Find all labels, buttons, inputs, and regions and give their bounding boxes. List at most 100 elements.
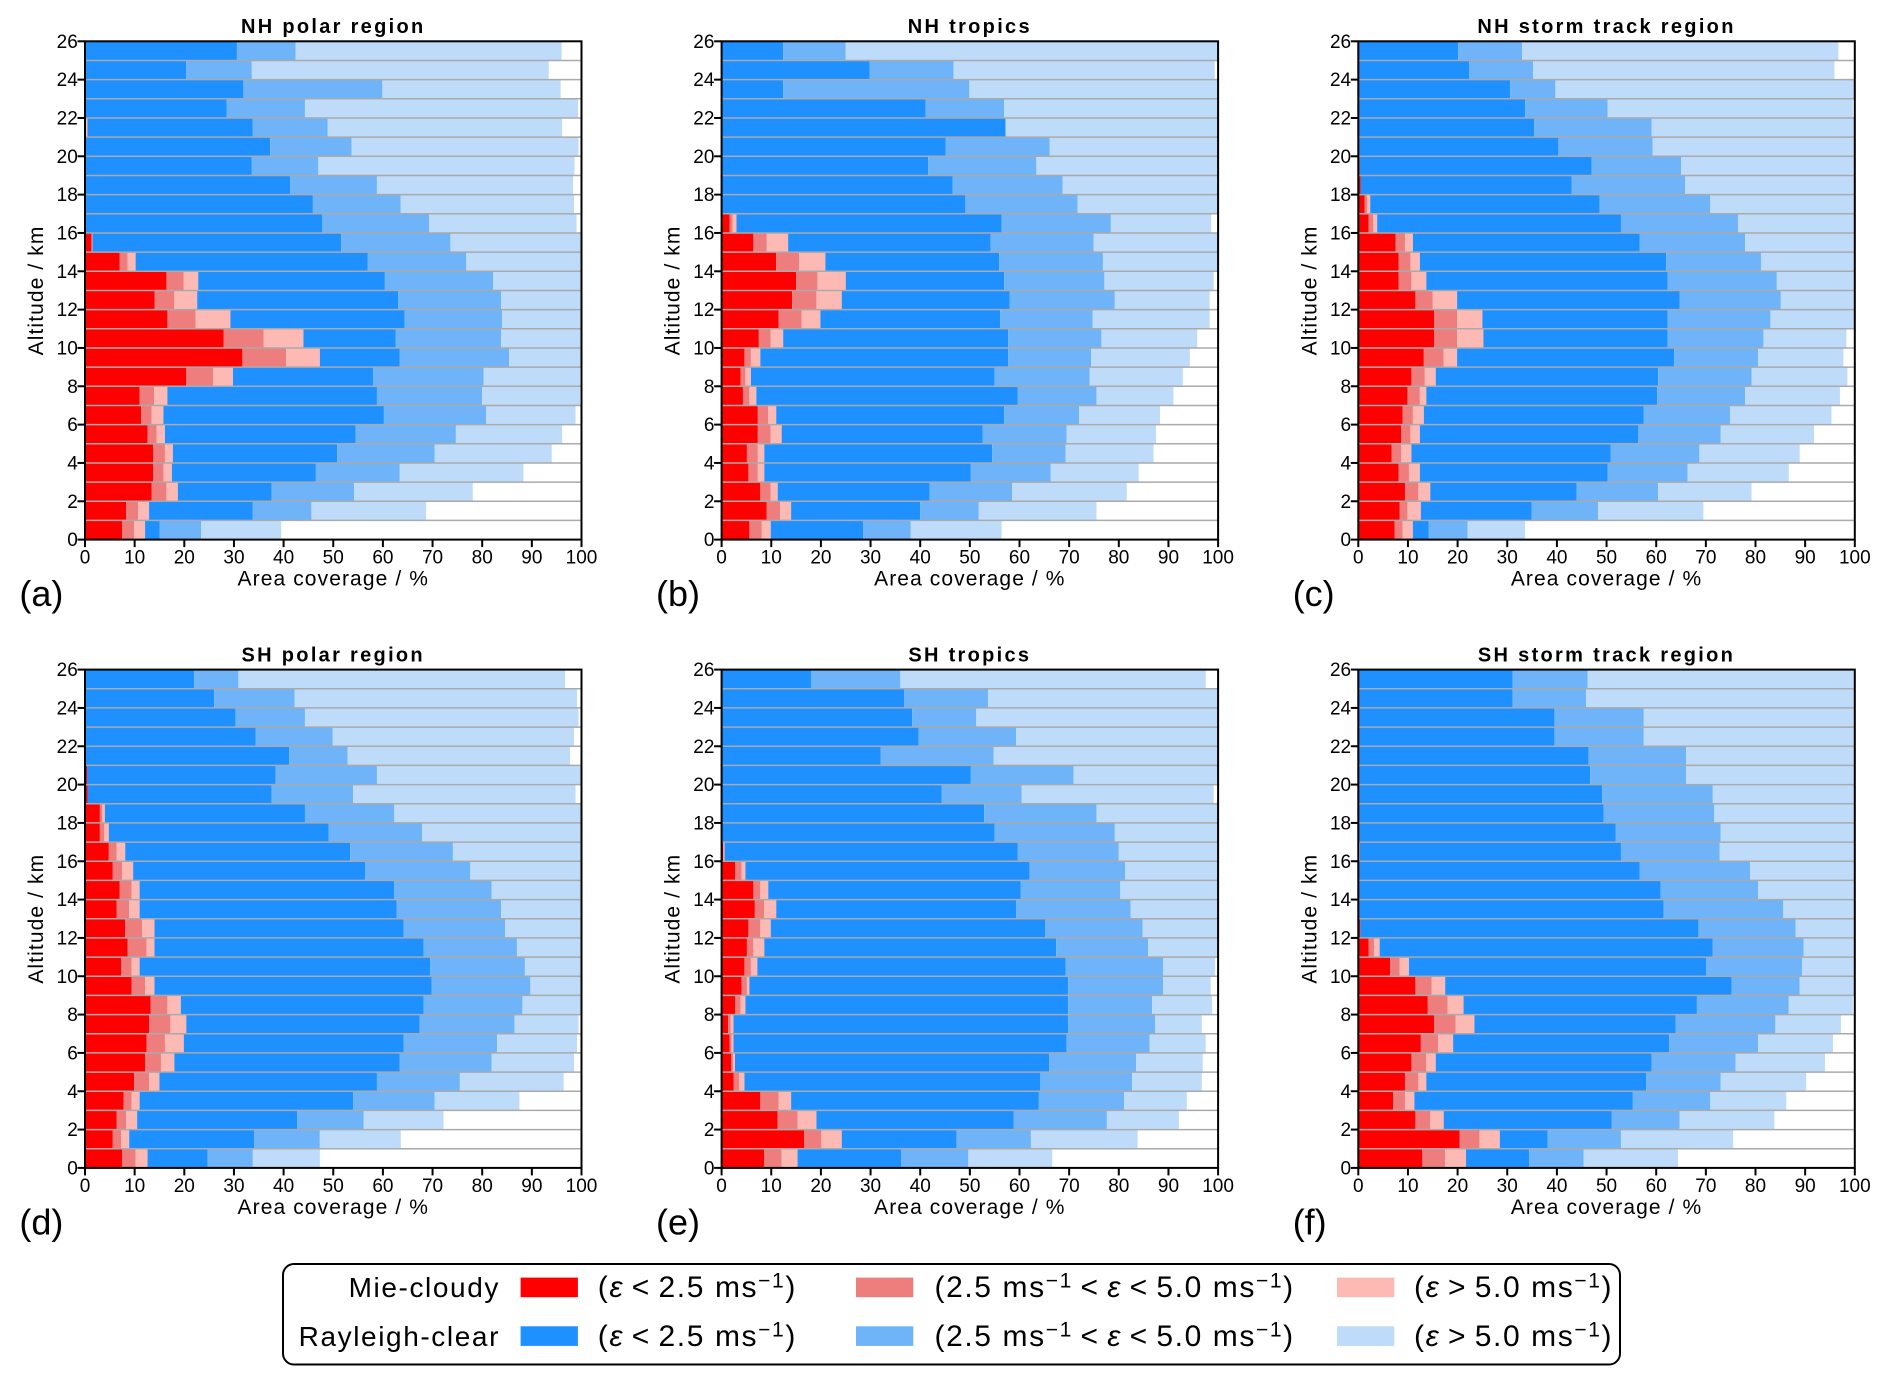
svg-text:90: 90 (521, 548, 542, 569)
svg-text:10: 10 (1397, 548, 1418, 569)
svg-text:40: 40 (273, 548, 294, 569)
svg-text:90: 90 (521, 1176, 542, 1197)
svg-text:70: 70 (422, 548, 443, 569)
svg-text:50: 50 (959, 1176, 980, 1197)
svg-text:(2.5 ms−1 < ε < 5.0 ms−1): (2.5 ms−1 < ε < 5.0 ms−1) (935, 1318, 1295, 1353)
svg-text:20: 20 (174, 1176, 195, 1197)
svg-text:(a): (a) (19, 573, 63, 614)
svg-text:18: 18 (57, 814, 78, 835)
svg-text:12: 12 (57, 929, 78, 950)
svg-text:12: 12 (693, 300, 714, 321)
svg-text:6: 6 (67, 1044, 78, 1065)
svg-text:12: 12 (1330, 300, 1351, 321)
svg-text:8: 8 (67, 1005, 78, 1026)
svg-text:14: 14 (693, 262, 715, 283)
svg-text:(e): (e) (656, 1201, 700, 1242)
svg-text:30: 30 (860, 1176, 881, 1197)
svg-text:70: 70 (1059, 1176, 1080, 1197)
svg-text:50: 50 (323, 548, 344, 569)
svg-text:26: 26 (693, 32, 714, 53)
svg-text:100: 100 (1839, 1176, 1871, 1197)
svg-text:24: 24 (693, 699, 715, 720)
svg-text:6: 6 (1341, 1044, 1352, 1065)
svg-text:0: 0 (80, 548, 91, 569)
svg-text:Area coverage / %: Area coverage / % (1511, 1196, 1702, 1219)
svg-text:60: 60 (1009, 1176, 1030, 1197)
svg-text:2: 2 (67, 492, 78, 513)
svg-text:NH storm track region: NH storm track region (1477, 16, 1735, 38)
svg-text:SH storm track region: SH storm track region (1478, 644, 1735, 666)
svg-text:10: 10 (124, 548, 145, 569)
svg-text:50: 50 (323, 1176, 344, 1197)
svg-text:50: 50 (959, 548, 980, 569)
svg-text:20: 20 (1330, 147, 1351, 168)
svg-text:70: 70 (1695, 548, 1716, 569)
svg-text:90: 90 (1795, 548, 1816, 569)
svg-text:60: 60 (1009, 548, 1030, 569)
svg-text:Altitude / km: Altitude / km (662, 226, 685, 356)
svg-text:30: 30 (860, 548, 881, 569)
svg-text:8: 8 (1341, 1005, 1352, 1026)
svg-text:30: 30 (223, 1176, 244, 1197)
svg-text:(c): (c) (1293, 573, 1335, 614)
svg-text:10: 10 (1330, 339, 1351, 360)
svg-text:10: 10 (693, 339, 714, 360)
svg-text:100: 100 (1839, 548, 1871, 569)
svg-text:24: 24 (1330, 699, 1352, 720)
svg-text:12: 12 (693, 929, 714, 950)
svg-text:SH polar region: SH polar region (242, 644, 425, 666)
svg-text:20: 20 (693, 775, 714, 796)
svg-text:100: 100 (1202, 1176, 1234, 1197)
svg-text:4: 4 (67, 1082, 78, 1103)
svg-text:14: 14 (693, 890, 715, 911)
svg-text:80: 80 (472, 1176, 493, 1197)
svg-text:16: 16 (693, 224, 714, 245)
svg-text:24: 24 (57, 699, 79, 720)
svg-text:6: 6 (1341, 415, 1352, 436)
svg-text:80: 80 (1745, 548, 1766, 569)
svg-text:40: 40 (1546, 548, 1567, 569)
svg-text:0: 0 (67, 530, 78, 551)
svg-text:18: 18 (693, 185, 714, 206)
svg-text:Area coverage / %: Area coverage / % (1511, 568, 1702, 591)
svg-text:60: 60 (1646, 1176, 1667, 1197)
svg-text:26: 26 (1330, 32, 1351, 53)
svg-text:100: 100 (566, 548, 598, 569)
svg-text:26: 26 (57, 660, 78, 681)
svg-text:80: 80 (1108, 548, 1129, 569)
svg-text:8: 8 (1341, 377, 1352, 398)
svg-text:(f): (f) (1293, 1201, 1327, 1242)
svg-text:90: 90 (1158, 548, 1179, 569)
svg-text:12: 12 (57, 300, 78, 321)
svg-text:18: 18 (1330, 185, 1351, 206)
svg-text:20: 20 (810, 548, 831, 569)
svg-text:40: 40 (1546, 1176, 1567, 1197)
svg-text:SH tropics: SH tropics (908, 644, 1031, 666)
svg-text:16: 16 (57, 852, 78, 873)
svg-text:14: 14 (57, 890, 79, 911)
svg-text:NH tropics: NH tropics (908, 16, 1032, 38)
svg-text:0: 0 (704, 530, 715, 551)
svg-text:0: 0 (67, 1159, 78, 1180)
svg-text:20: 20 (1330, 775, 1351, 796)
svg-text:70: 70 (1059, 548, 1080, 569)
svg-text:0: 0 (1353, 548, 1364, 569)
svg-text:40: 40 (910, 1176, 931, 1197)
svg-text:10: 10 (1397, 1176, 1418, 1197)
svg-text:70: 70 (422, 1176, 443, 1197)
svg-text:20: 20 (1447, 1176, 1468, 1197)
svg-text:24: 24 (57, 70, 79, 91)
svg-text:16: 16 (1330, 224, 1351, 245)
svg-text:60: 60 (372, 1176, 393, 1197)
svg-text:8: 8 (704, 1005, 715, 1026)
svg-text:18: 18 (693, 814, 714, 835)
svg-text:40: 40 (910, 548, 931, 569)
svg-text:24: 24 (693, 70, 715, 91)
svg-text:20: 20 (1447, 548, 1468, 569)
svg-text:20: 20 (57, 147, 78, 168)
svg-text:16: 16 (57, 224, 78, 245)
svg-text:20: 20 (810, 1176, 831, 1197)
svg-text:40: 40 (273, 1176, 294, 1197)
svg-text:4: 4 (1341, 1082, 1352, 1103)
svg-text:Area coverage / %: Area coverage / % (238, 1196, 429, 1219)
